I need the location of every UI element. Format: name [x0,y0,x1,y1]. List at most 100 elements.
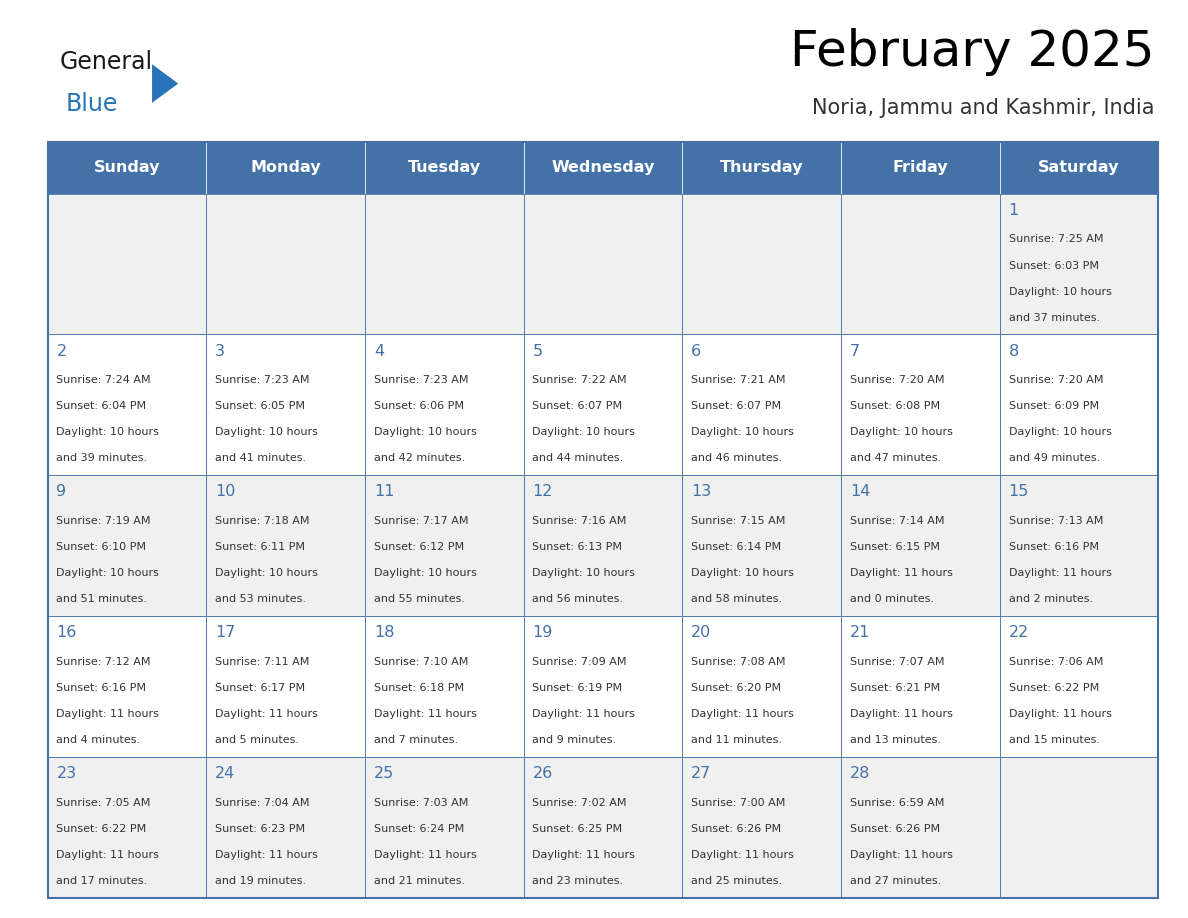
Text: Saturday: Saturday [1038,161,1120,175]
Text: 16: 16 [56,625,77,640]
Bar [682,757,841,898]
Text: and 13 minutes.: and 13 minutes. [849,735,941,745]
Text: Noria, Jammu and Kashmir, India: Noria, Jammu and Kashmir, India [813,98,1155,118]
Bar [682,142,841,194]
Bar [841,142,999,194]
Bar [841,334,999,476]
Text: and 15 minutes.: and 15 minutes. [1009,735,1100,745]
Text: Sunset: 6:13 PM: Sunset: 6:13 PM [532,543,623,552]
Text: 12: 12 [532,485,552,499]
Bar [365,757,524,898]
Text: Daylight: 10 hours: Daylight: 10 hours [849,428,953,437]
Text: Daylight: 11 hours: Daylight: 11 hours [849,568,953,578]
Text: and 56 minutes.: and 56 minutes. [532,594,624,604]
Text: Sunrise: 7:24 AM: Sunrise: 7:24 AM [56,375,151,386]
Bar [524,142,682,194]
Bar [365,476,524,616]
Text: Daylight: 11 hours: Daylight: 11 hours [1009,568,1112,578]
Text: Sunset: 6:16 PM: Sunset: 6:16 PM [56,683,146,693]
Bar [999,757,1158,898]
Text: Sunset: 6:15 PM: Sunset: 6:15 PM [849,543,940,552]
Text: Sunset: 6:20 PM: Sunset: 6:20 PM [691,683,782,693]
Bar [841,757,999,898]
Text: Daylight: 10 hours: Daylight: 10 hours [215,568,318,578]
Text: and 19 minutes.: and 19 minutes. [215,876,307,886]
Text: Sunset: 6:22 PM: Sunset: 6:22 PM [1009,683,1099,693]
Text: and 49 minutes.: and 49 minutes. [1009,453,1100,464]
Text: 25: 25 [374,766,394,781]
Text: and 27 minutes.: and 27 minutes. [849,876,941,886]
Bar [682,194,841,334]
Text: 19: 19 [532,625,552,640]
Text: Sunset: 6:07 PM: Sunset: 6:07 PM [532,401,623,411]
Bar [207,334,365,476]
Text: and 51 minutes.: and 51 minutes. [56,594,147,604]
Text: Tuesday: Tuesday [407,161,481,175]
Text: Daylight: 11 hours: Daylight: 11 hours [532,709,636,719]
Text: General: General [59,50,152,74]
Bar [365,142,524,194]
Bar [48,334,207,476]
Text: Sunrise: 7:14 AM: Sunrise: 7:14 AM [849,516,944,526]
Text: 14: 14 [849,485,870,499]
Text: Daylight: 11 hours: Daylight: 11 hours [532,850,636,860]
Text: Sunset: 6:04 PM: Sunset: 6:04 PM [56,401,146,411]
Text: Sunrise: 7:17 AM: Sunrise: 7:17 AM [374,516,468,526]
Text: Daylight: 10 hours: Daylight: 10 hours [1009,428,1112,437]
Bar [682,334,841,476]
Text: Daylight: 11 hours: Daylight: 11 hours [374,709,476,719]
Bar [207,757,365,898]
Text: 20: 20 [691,625,712,640]
Bar [207,194,365,334]
Text: Daylight: 10 hours: Daylight: 10 hours [374,568,476,578]
Bar [365,194,524,334]
Text: 11: 11 [374,485,394,499]
Text: Sunset: 6:10 PM: Sunset: 6:10 PM [56,543,146,552]
Bar [841,476,999,616]
Text: 27: 27 [691,766,712,781]
Polygon shape [152,64,178,103]
Text: 7: 7 [849,343,860,359]
Text: and 4 minutes.: and 4 minutes. [56,735,140,745]
Bar [999,142,1158,194]
Text: Sunrise: 7:18 AM: Sunrise: 7:18 AM [215,516,310,526]
Bar [207,142,365,194]
Bar [999,476,1158,616]
Text: Sunrise: 7:11 AM: Sunrise: 7:11 AM [215,657,309,667]
Text: 2: 2 [56,343,67,359]
Text: Daylight: 11 hours: Daylight: 11 hours [1009,709,1112,719]
Text: 17: 17 [215,625,235,640]
Bar [48,194,207,334]
Text: and 23 minutes.: and 23 minutes. [532,876,624,886]
Text: Sunrise: 7:20 AM: Sunrise: 7:20 AM [1009,375,1102,386]
Text: 24: 24 [215,766,235,781]
Text: and 9 minutes.: and 9 minutes. [532,735,617,745]
Text: Daylight: 10 hours: Daylight: 10 hours [532,428,636,437]
Bar [207,476,365,616]
Text: 26: 26 [532,766,552,781]
Text: Sunset: 6:26 PM: Sunset: 6:26 PM [849,823,940,834]
Text: and 39 minutes.: and 39 minutes. [56,453,147,464]
Text: Blue: Blue [65,92,118,116]
Bar [48,476,207,616]
Text: 6: 6 [691,343,701,359]
Text: Sunset: 6:05 PM: Sunset: 6:05 PM [215,401,305,411]
Text: Sunset: 6:24 PM: Sunset: 6:24 PM [374,823,465,834]
Text: Sunrise: 7:04 AM: Sunrise: 7:04 AM [215,798,310,808]
Text: Sunset: 6:11 PM: Sunset: 6:11 PM [215,543,305,552]
Text: Sunrise: 7:23 AM: Sunrise: 7:23 AM [374,375,468,386]
Bar [524,194,682,334]
Bar [365,616,524,757]
Bar [841,616,999,757]
Text: and 5 minutes.: and 5 minutes. [215,735,299,745]
Text: Sunrise: 6:59 AM: Sunrise: 6:59 AM [849,798,944,808]
Text: Daylight: 11 hours: Daylight: 11 hours [56,850,159,860]
Text: Sunrise: 7:22 AM: Sunrise: 7:22 AM [532,375,627,386]
Text: Sunset: 6:21 PM: Sunset: 6:21 PM [849,683,940,693]
Text: Sunset: 6:25 PM: Sunset: 6:25 PM [532,823,623,834]
Bar [999,194,1158,334]
Bar [48,757,207,898]
Bar [999,334,1158,476]
Text: and 17 minutes.: and 17 minutes. [56,876,147,886]
Text: 9: 9 [56,485,67,499]
